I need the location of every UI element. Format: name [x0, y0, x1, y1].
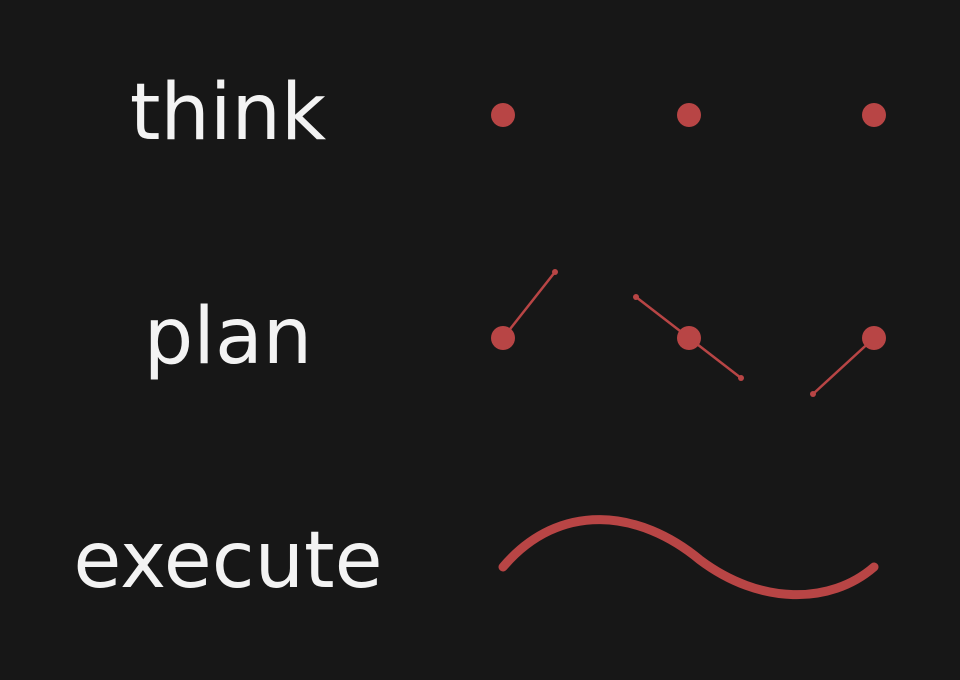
plan-vectors	[491, 269, 886, 397]
think-dot-2	[677, 103, 701, 127]
plan-vector-1	[491, 269, 558, 350]
think-dots	[491, 103, 886, 127]
plan-vector-2	[633, 294, 744, 381]
execute-label: execute	[73, 516, 383, 606]
plan-vector-3	[810, 326, 886, 397]
think-dot-3	[862, 103, 886, 127]
execute-curve	[498, 515, 879, 600]
think-dot-1	[491, 103, 515, 127]
think-label: think	[129, 68, 327, 158]
plan-label: plan	[143, 292, 313, 382]
